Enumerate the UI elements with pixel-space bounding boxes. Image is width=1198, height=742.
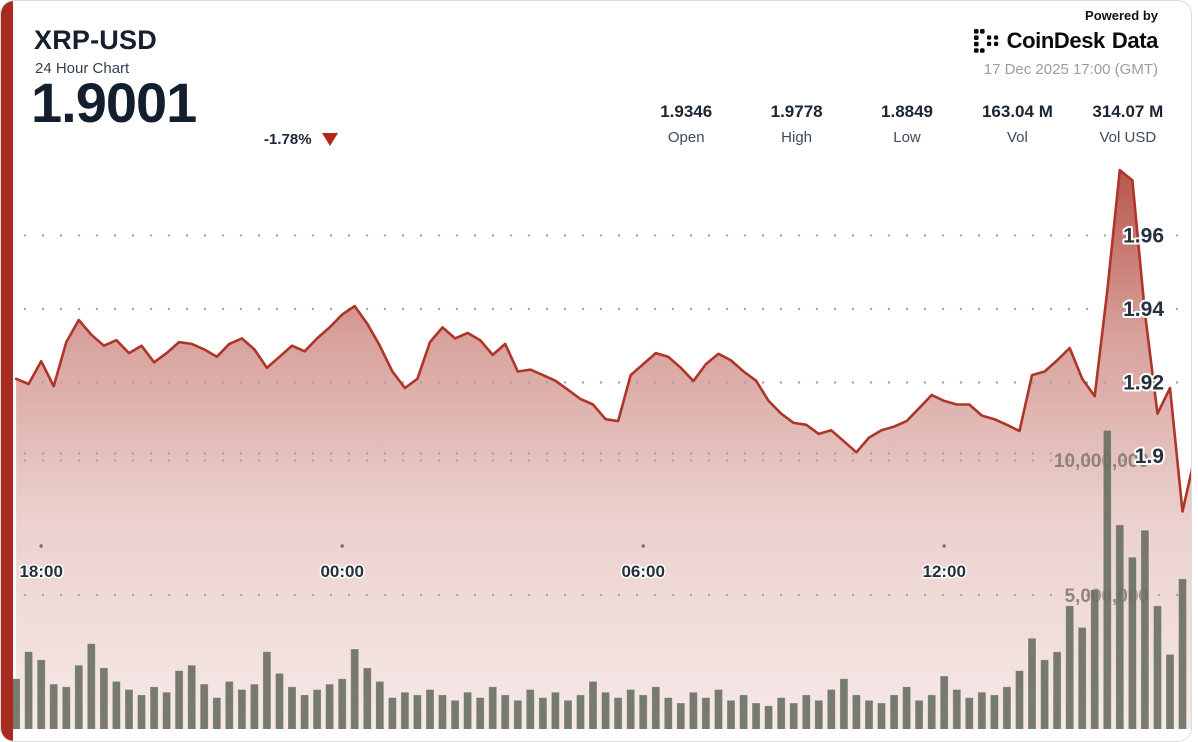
branding-block: Powered by CoinDesk Data 17 Dec — [973, 8, 1158, 78]
brand-accent-bar — [1, 1, 13, 741]
time-axis-labels: 18:00 00:00 06:00 12:00 — [18, 561, 968, 583]
stat-high-label: High — [781, 129, 813, 146]
stat-low-value: 1.8849 — [881, 102, 934, 121]
stat-vol-usd-value: 314.07 M — [1092, 102, 1164, 121]
stat-vol-usd-label: Vol USD — [1099, 129, 1157, 146]
dotted-gridlines — [23, 234, 1179, 597]
svg-text:06:00: 06:00 — [621, 562, 664, 581]
stat-vol: 163.04 M Vol — [962, 102, 1072, 146]
price-volume-chart: 10,000,0005,000,000 1.961.941.921.9 18:0… — [11, 168, 1191, 729]
stat-vol-label: Vol — [1006, 129, 1028, 146]
coindesk-logo-icon — [973, 29, 998, 53]
volume-bars — [11, 429, 1187, 729]
price-line — [14, 168, 1191, 513]
current-price: 1.9001 — [31, 71, 197, 134]
chart-timestamp: 17 Dec 2025 17:00 (GMT) — [983, 61, 1158, 78]
stat-open-value: 1.9346 — [660, 102, 713, 121]
powered-by-label: Powered by — [1085, 8, 1158, 23]
svg-text:1.94: 1.94 — [1123, 298, 1164, 321]
price-axis-labels: 1.96 1.94 1.92 1.9 — [1121, 223, 1166, 471]
brand-coindesk-text: CoinDesk — [1006, 28, 1106, 53]
svg-text:10,000,000: 10,000,000 — [1054, 451, 1149, 472]
down-triangle-icon — [321, 133, 338, 146]
stat-open: 1.9346 Open — [631, 102, 741, 146]
stat-open-label: Open — [667, 129, 705, 146]
price-change-value: -1.78% — [264, 131, 312, 148]
stat-vol-usd: 314.07 M Vol USD — [1073, 102, 1183, 146]
price-change: -1.78% — [264, 131, 338, 148]
svg-text:1.9: 1.9 — [1135, 445, 1164, 468]
stat-high-value: 1.9778 — [770, 102, 823, 121]
stat-low: 1.8849 Low — [852, 102, 962, 146]
brand-data-text: Data — [1111, 28, 1158, 53]
chart-subtitle: 24 Hour Chart — [35, 60, 130, 77]
stat-low-label: Low — [893, 129, 921, 146]
price-area-fill — [16, 170, 1191, 729]
svg-text:1.92: 1.92 — [1123, 372, 1164, 395]
svg-text:00:00: 00:00 — [320, 562, 363, 581]
svg-text:1.96: 1.96 — [1123, 225, 1164, 248]
stat-vol-value: 163.04 M — [981, 102, 1053, 121]
svg-text:12:00: 12:00 — [922, 562, 965, 581]
coindesk-data-logo[interactable]: CoinDesk Data — [973, 28, 1158, 54]
ohlc-stats-row: 1.9346 Open 1.9778 High 1.8849 Low 163.0… — [631, 102, 1183, 146]
svg-text:18:00: 18:00 — [19, 562, 62, 581]
stat-high: 1.9778 High — [741, 102, 851, 146]
instrument-title: XRP-USD — [34, 25, 157, 55]
